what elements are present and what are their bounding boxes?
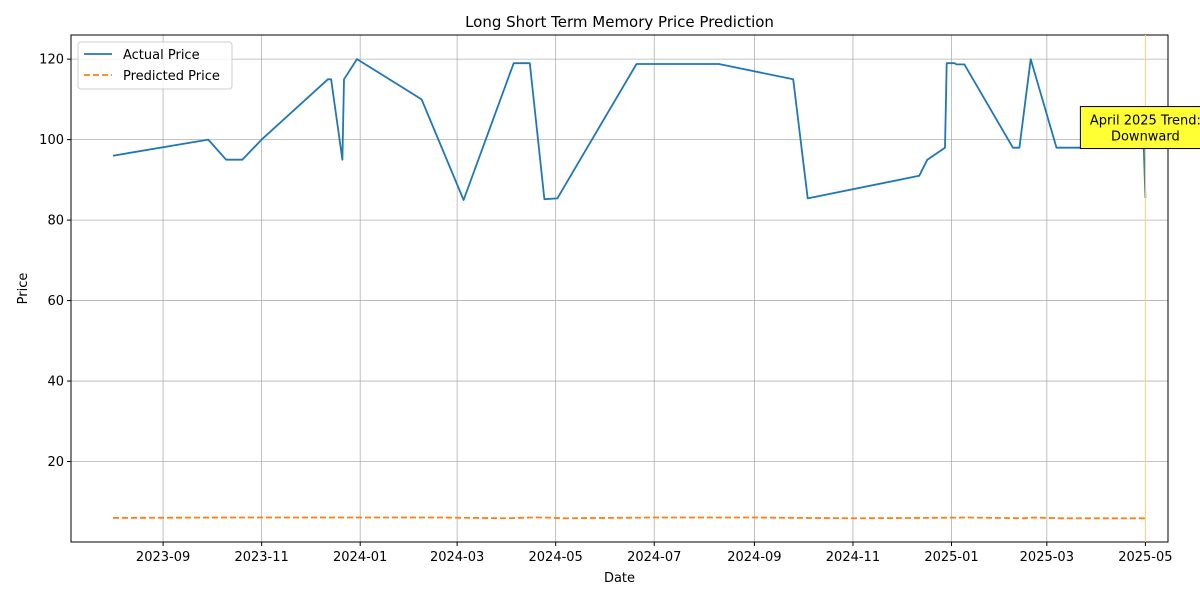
- legend: Actual Price Predicted Price: [77, 41, 233, 90]
- y-axis-ticks: 20 40 60 80 100 120: [39, 53, 71, 470]
- x-axis-label: Date: [604, 571, 635, 586]
- legend-label-actual: Actual Price: [123, 48, 200, 63]
- x-tick-label: 2024-05: [529, 550, 583, 565]
- series-layer: [112, 58, 1147, 520]
- chart-title: Long Short Term Memory Price Prediction: [465, 13, 774, 31]
- x-tick-label: 2024-09: [727, 550, 781, 565]
- annotation-box: [1079, 106, 1200, 150]
- x-tick-label: 2025-05: [1118, 550, 1172, 565]
- x-tick-label: 2025-01: [924, 550, 978, 565]
- x-tick-label: 2024-11: [826, 550, 880, 565]
- actual-price-line: [112, 58, 1147, 201]
- x-tick-label: 2024-07: [627, 550, 681, 565]
- x-tick-label: 2025-03: [1020, 550, 1074, 565]
- grid: [71, 35, 1168, 542]
- y-tick-label: 100: [39, 133, 64, 148]
- annotation-text-line2: Downward: [1111, 130, 1180, 145]
- plot-frame: [70, 34, 1169, 543]
- x-tick-label: 2024-01: [333, 550, 387, 565]
- annotation-text-line1: April 2025 Trend:: [1090, 114, 1200, 129]
- x-axis-ticks: 2023-09 2023-11 2024-01 2024-03 2024-05 2024-…: [136, 542, 1173, 565]
- legend-label-predicted: Predicted Price: [123, 69, 220, 84]
- y-tick-label: 40: [47, 375, 64, 390]
- y-axis-label: Price: [16, 273, 31, 305]
- legend-box: [77, 41, 233, 90]
- x-tick-label: 2023-11: [234, 550, 288, 565]
- x-tick-label: 2023-09: [136, 550, 190, 565]
- y-tick-label: 120: [39, 53, 64, 68]
- trend-annotation: April 2025 Trend: Downward: [1079, 35, 1200, 542]
- y-tick-label: 20: [47, 455, 64, 470]
- y-tick-label: 80: [47, 214, 64, 229]
- x-tick-label: 2024-03: [430, 550, 484, 565]
- predicted-price-line: [112, 516, 1146, 520]
- y-tick-label: 60: [47, 294, 64, 309]
